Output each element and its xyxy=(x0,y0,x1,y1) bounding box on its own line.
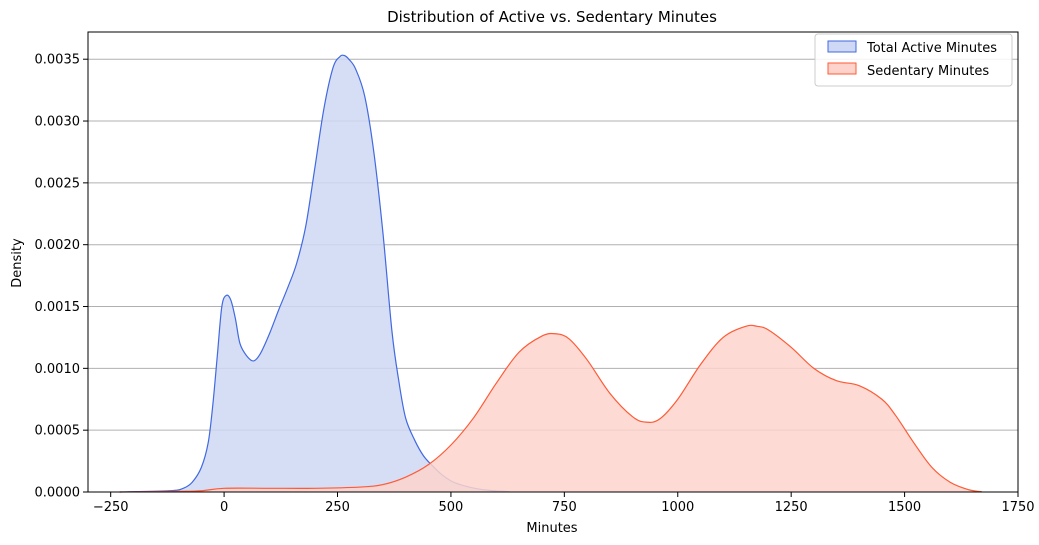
x-tick-label: 0 xyxy=(220,500,228,515)
x-tick-label: −250 xyxy=(93,500,129,515)
legend-box xyxy=(814,33,1013,87)
y-tick-label: 0.0025 xyxy=(35,176,81,191)
x-axis-label: Minutes xyxy=(526,521,577,536)
chart-title: Distribution of Active vs. Sedentary Min… xyxy=(387,8,717,26)
x-tick-label: 1750 xyxy=(1001,500,1034,515)
x-axis-ticks: −250 0 250 500 750 1000 1250 1500 1750 xyxy=(93,492,1035,515)
y-tick-label: 0.0020 xyxy=(35,238,81,253)
density-line-sedentary-minutes xyxy=(119,324,982,493)
legend: Total Active Minutes Sedentary Minutes xyxy=(814,33,1013,87)
x-tick-label: 250 xyxy=(325,500,350,515)
y-axis-ticks: 0.0000 0.0005 0.0010 0.0015 0.0020 0.0025 0.00… xyxy=(35,53,88,501)
plot-frame xyxy=(87,31,1019,493)
y-tick-label: 0.0005 xyxy=(35,424,81,439)
x-tick-label: 1000 xyxy=(661,500,694,515)
y-axis-label: Density xyxy=(10,238,25,288)
legend-swatch-total-active xyxy=(827,40,857,53)
y-tick-label: 0.0035 xyxy=(35,53,81,68)
density-areas xyxy=(119,54,982,493)
x-tick-label: 1250 xyxy=(775,500,808,515)
density-fill-sedentary-minutes xyxy=(119,325,982,492)
y-tick-label: 0.0000 xyxy=(35,486,81,501)
x-tick-label: 1500 xyxy=(888,500,921,515)
y-tick-label: 0.0030 xyxy=(35,115,81,130)
y-tick-label: 0.0015 xyxy=(35,300,81,315)
x-tick-label: 500 xyxy=(439,500,464,515)
density-fill-total-active-minutes xyxy=(119,55,510,492)
legend-label-sedentary: Sedentary Minutes xyxy=(867,64,989,79)
legend-label-total-active: Total Active Minutes xyxy=(866,41,997,56)
y-tick-label: 0.0010 xyxy=(35,362,81,377)
legend-swatch-sedentary xyxy=(827,62,857,75)
x-tick-label: 750 xyxy=(552,500,577,515)
